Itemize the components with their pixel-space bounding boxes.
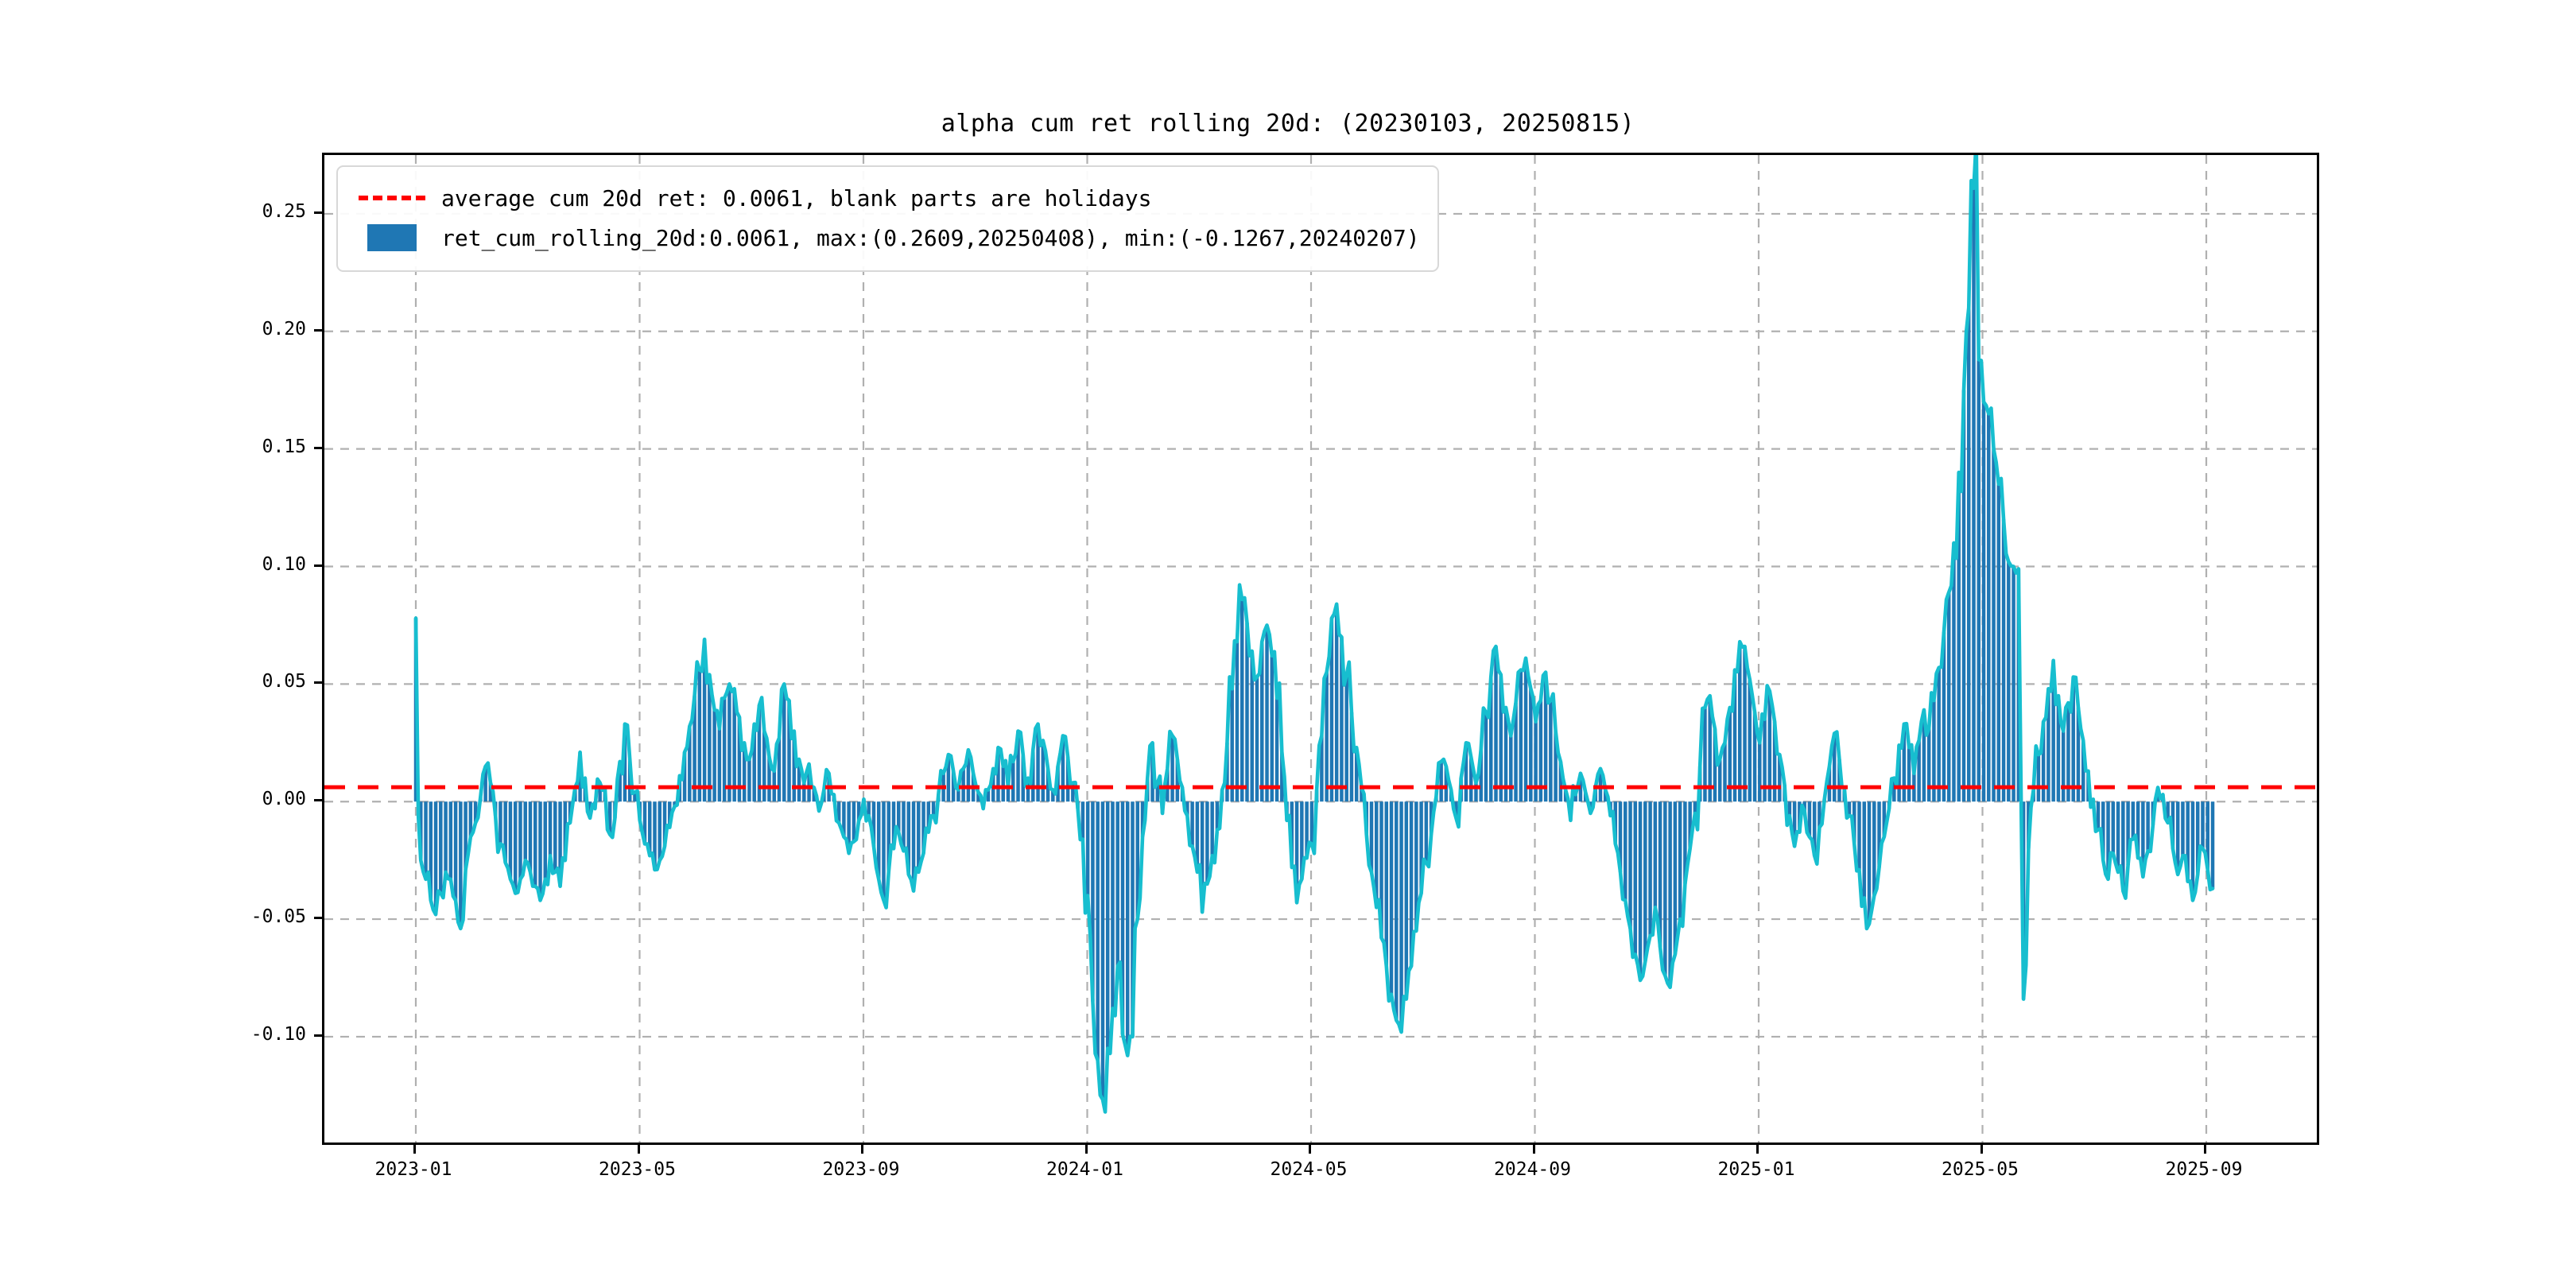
y-axis-tick-labels: 0.25 0.20 0.15 0.10 0.05 0.00 -0.05 -0.10 — [203, 153, 306, 1145]
y-axis-tick-mark — [314, 799, 323, 802]
x-axis-tick-mark — [413, 1145, 416, 1154]
y-axis-tick-mark — [314, 681, 323, 685]
y-axis-tick-label: 0.00 — [262, 789, 306, 810]
y-axis-tick-mark — [314, 564, 323, 567]
legend-label-average: average cum 20d ret: 0.0061, blank parts… — [441, 184, 1152, 211]
legend-entry-series[interactable]: ret_cum_rolling_20d:0.0061, max:(0.2609,… — [355, 218, 1420, 258]
y-axis-tick-mark — [314, 917, 323, 920]
y-axis-tick-mark — [314, 328, 323, 332]
x-axis-tick-label: 2023-09 — [822, 1159, 900, 1180]
y-axis-tick-label: 0.10 — [262, 553, 306, 575]
bar-series — [413, 188, 2215, 1100]
x-axis-tick-mark — [637, 1145, 640, 1154]
legend-label-series: ret_cum_rolling_20d:0.0061, max:(0.2609,… — [441, 224, 1420, 251]
y-axis-tick-mark — [314, 1034, 323, 1037]
x-axis-tick-mark — [1756, 1145, 1759, 1154]
y-axis-tick-label: 0.15 — [262, 436, 306, 457]
x-axis-tick-mark — [1309, 1145, 1311, 1154]
y-axis-tick-label: 0.25 — [262, 200, 306, 222]
chart-svg — [324, 155, 2317, 1143]
x-axis-tick-label: 2025-05 — [1942, 1159, 2019, 1180]
plot-area[interactable] — [322, 153, 2319, 1145]
y-axis-tick-label: 0.05 — [262, 671, 306, 692]
x-axis-tick-label: 2025-09 — [2165, 1159, 2243, 1180]
x-axis-tick-label: 2024-05 — [1270, 1159, 1348, 1180]
page-title: alpha cum ret rolling 20d: (20230103, 20… — [941, 110, 1635, 138]
y-axis-tick-mark — [314, 446, 323, 449]
x-axis-tick-label: 2024-09 — [1494, 1159, 1571, 1180]
y-axis-tick-label: -0.05 — [250, 906, 306, 928]
y-axis-tick-mark — [314, 211, 323, 214]
x-axis-tick-mark — [1980, 1145, 1983, 1154]
line-series — [413, 155, 2215, 1114]
x-gridlines — [414, 155, 2208, 1143]
legend[interactable]: average cum 20d ret: 0.0061, blank parts… — [336, 165, 1439, 272]
y-axis-tick-label: 0.20 — [262, 318, 306, 339]
x-axis-tick-label: 2025-01 — [1717, 1159, 1795, 1180]
x-axis-tick-mark — [861, 1145, 863, 1154]
red-dashed-line-icon — [355, 196, 429, 200]
blue-bar-patch-icon — [355, 224, 429, 251]
legend-entry-average[interactable]: average cum 20d ret: 0.0061, blank parts… — [355, 178, 1420, 218]
x-axis-tick-label: 2023-01 — [374, 1159, 452, 1180]
x-axis-tick-mark — [2204, 1145, 2206, 1154]
y-axis-tick-label: -0.10 — [250, 1023, 306, 1045]
x-axis-tick-mark — [1532, 1145, 1535, 1154]
x-axis-tick-label: 2023-05 — [599, 1159, 676, 1180]
x-axis-tick-mark — [1084, 1145, 1088, 1154]
x-axis-tick-label: 2024-01 — [1046, 1159, 1123, 1180]
